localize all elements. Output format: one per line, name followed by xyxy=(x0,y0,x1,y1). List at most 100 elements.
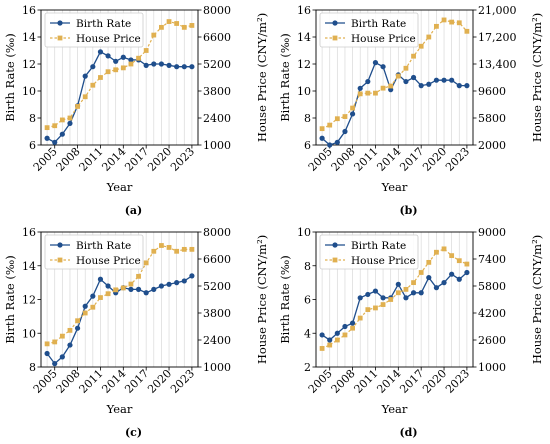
birth-rate-point xyxy=(181,64,187,70)
right-y-tick-label: 4200 xyxy=(478,307,506,320)
birth-rate-point xyxy=(120,54,126,60)
house-price-point xyxy=(418,270,424,275)
x-axis-label: Year xyxy=(106,402,133,416)
birth-rate-point xyxy=(357,85,363,91)
right-y-tick-label: 17,200 xyxy=(478,31,517,44)
x-tick-label: 2008 xyxy=(54,145,83,174)
birth-rate-point xyxy=(464,269,470,276)
house-price-point xyxy=(143,260,149,266)
house-price-point xyxy=(181,246,187,252)
birth-rate-point xyxy=(90,293,96,299)
house-price-point xyxy=(82,310,88,316)
legend-house-price-label: House Price xyxy=(351,255,416,267)
house-price-point xyxy=(342,114,348,119)
house-price-point xyxy=(411,280,416,286)
house-price-point xyxy=(189,23,195,28)
x-tick-label: 2008 xyxy=(329,367,358,396)
birth-rate-point xyxy=(59,354,65,360)
house-price-point xyxy=(418,43,424,49)
house-price-point xyxy=(159,243,164,248)
x-axis-label: Year xyxy=(381,402,408,416)
house-price-point xyxy=(350,325,355,331)
x-tick-label: 2023 xyxy=(168,145,197,174)
left-y-tick-label: 8 xyxy=(304,112,311,125)
birth-rate-point xyxy=(342,128,348,135)
birth-rate-point xyxy=(82,303,88,309)
birth-rate-point xyxy=(372,60,379,66)
house-price-point xyxy=(166,245,172,250)
birth-rate-point xyxy=(441,280,447,286)
right-y-tick-label: 8000 xyxy=(203,4,231,17)
legend-birth-rate-label: Birth Rate xyxy=(76,240,131,252)
x-tick-label: 2017 xyxy=(122,145,151,174)
birth-rate-point xyxy=(74,325,81,331)
right-y-axis-label: House Price (CNY/m²) xyxy=(255,235,269,364)
x-tick-label: 2023 xyxy=(168,367,197,396)
house-price-point xyxy=(75,104,80,109)
house-price-point xyxy=(334,116,340,122)
house-price-point xyxy=(373,90,378,96)
left-y-tick-label: 14 xyxy=(22,260,36,273)
birth-rate-point xyxy=(135,286,142,292)
plot-frame xyxy=(315,9,474,146)
left-y-tick-label: 10 xyxy=(297,226,311,239)
left-y-tick-label: 6 xyxy=(304,139,311,152)
house-price-point xyxy=(350,105,355,111)
right-y-tick-label: 1000 xyxy=(478,361,506,374)
house-price-point xyxy=(395,290,401,296)
house-price-point xyxy=(357,315,363,321)
left-y-tick-label: 12 xyxy=(297,58,311,71)
house-price-point xyxy=(373,305,378,311)
birth-rate-point xyxy=(349,320,356,326)
house-price-point xyxy=(151,248,157,254)
birth-rate-point xyxy=(174,64,180,70)
x-axis-label: Year xyxy=(106,180,133,194)
left-y-tick-label: 16 xyxy=(22,4,36,17)
panel-label: (d) xyxy=(399,426,417,439)
birth-rate-point xyxy=(67,120,73,126)
house-price-point xyxy=(59,333,65,339)
right-y-tick-label: 5200 xyxy=(203,58,231,71)
house-price-point xyxy=(44,341,50,347)
house-price-point xyxy=(113,67,119,73)
birth-rate-line xyxy=(46,275,193,365)
house-price-point xyxy=(136,273,141,279)
legend-house-price-label: House Price xyxy=(76,255,141,267)
birth-rate-point xyxy=(158,283,165,289)
x-tick-label: 2023 xyxy=(443,145,472,174)
house-price-point xyxy=(380,85,386,91)
x-tick-label: 2017 xyxy=(397,145,426,174)
x-tick-label: 2011 xyxy=(352,367,381,396)
right-y-tick-label: 1000 xyxy=(203,361,231,374)
x-tick-label: 2020 xyxy=(420,367,449,396)
right-y-tick-label: 9600 xyxy=(478,85,506,98)
x-tick-label: 2017 xyxy=(122,367,151,396)
house-price-point xyxy=(327,342,333,348)
x-tick-label: 2014 xyxy=(99,367,128,396)
right-y-tick-label: 13,400 xyxy=(478,58,517,71)
right-y-tick-label: 2000 xyxy=(478,139,506,152)
birth-rate-point xyxy=(151,286,157,292)
house-price-point xyxy=(181,24,187,30)
birth-rate-point xyxy=(426,274,432,281)
birth-rate-point xyxy=(52,361,58,367)
birth-rate-point xyxy=(433,77,440,83)
right-y-tick-label: 8000 xyxy=(203,226,231,239)
x-tick-label: 2023 xyxy=(443,367,472,396)
left-y-axis-label: Birth Rate (‰) xyxy=(3,255,17,344)
house-price-point xyxy=(75,318,80,324)
left-y-tick-label: 16 xyxy=(22,226,36,239)
x-tick-label: 2008 xyxy=(329,145,358,174)
birth-rate-point xyxy=(449,77,455,83)
x-tick-label: 2011 xyxy=(77,367,106,396)
left-y-tick-label: 10 xyxy=(297,85,311,98)
birth-rate-point xyxy=(105,53,111,59)
right-y-tick-label: 7400 xyxy=(478,253,506,266)
birth-rate-point xyxy=(158,61,165,67)
birth-rate-point xyxy=(128,286,134,292)
x-tick-label: 2008 xyxy=(54,367,83,396)
house-price-point xyxy=(98,295,103,300)
left-y-tick-label: 4 xyxy=(304,327,311,340)
birth-rate-point xyxy=(143,62,149,68)
